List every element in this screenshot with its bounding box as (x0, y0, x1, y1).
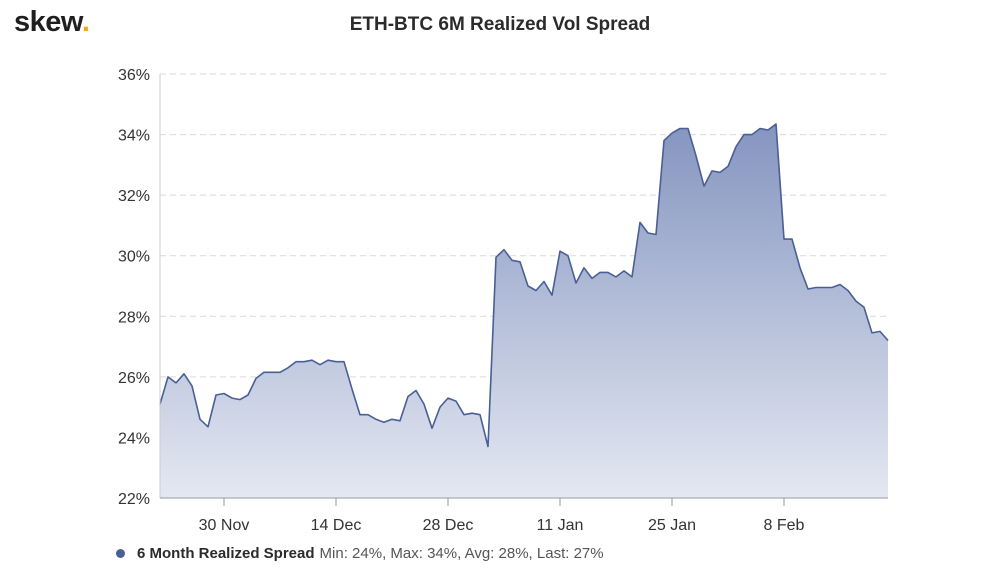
series-area (159, 123, 889, 498)
x-tick-label: 14 Dec (311, 517, 362, 534)
chart-title: ETH-BTC 6M Realized Vol Spread (349, 14, 651, 35)
legend[interactable]: 6 Month Realized Spread Min: 24%, Max: 34… (116, 545, 604, 562)
y-tick-label: 22% (118, 491, 150, 508)
y-tick-label: 34% (118, 128, 150, 145)
x-tick-label: 11 Jan (537, 517, 584, 534)
axes (159, 74, 888, 499)
x-axis-labels: 30 Nov 14 Dec 28 Dec 11 Jan 25 Jan 8 Feb (199, 498, 805, 534)
series-line[interactable] (159, 123, 889, 448)
y-tick-label: 24% (118, 430, 150, 447)
x-tick-label: 30 Nov (199, 517, 250, 534)
y-tick-label: 32% (118, 188, 150, 205)
x-tick-label: 28 Dec (423, 517, 474, 534)
logo-text: skew (14, 6, 82, 38)
series-area-fill (160, 124, 888, 498)
legend-series-name: 6 Month Realized Spread (137, 545, 315, 562)
x-tick-label: 25 Jan (648, 517, 696, 534)
logo-dot: . (81, 6, 90, 38)
y-tick-label: 36% (118, 67, 150, 84)
legend-series-stats: Min: 24%, Max: 34%, Avg: 28%, Last: 27% (319, 545, 604, 562)
skew-logo: skew. (14, 6, 90, 39)
y-tick-label: 28% (118, 309, 150, 326)
y-tick-label: 30% (118, 249, 150, 266)
x-tick-label: 8 Feb (764, 517, 805, 534)
y-axis-labels: 22% 24% 26% 28% 30% 32% 34% 36% (118, 67, 150, 508)
y-tick-label: 26% (118, 370, 150, 387)
legend-marker-icon (116, 548, 125, 558)
